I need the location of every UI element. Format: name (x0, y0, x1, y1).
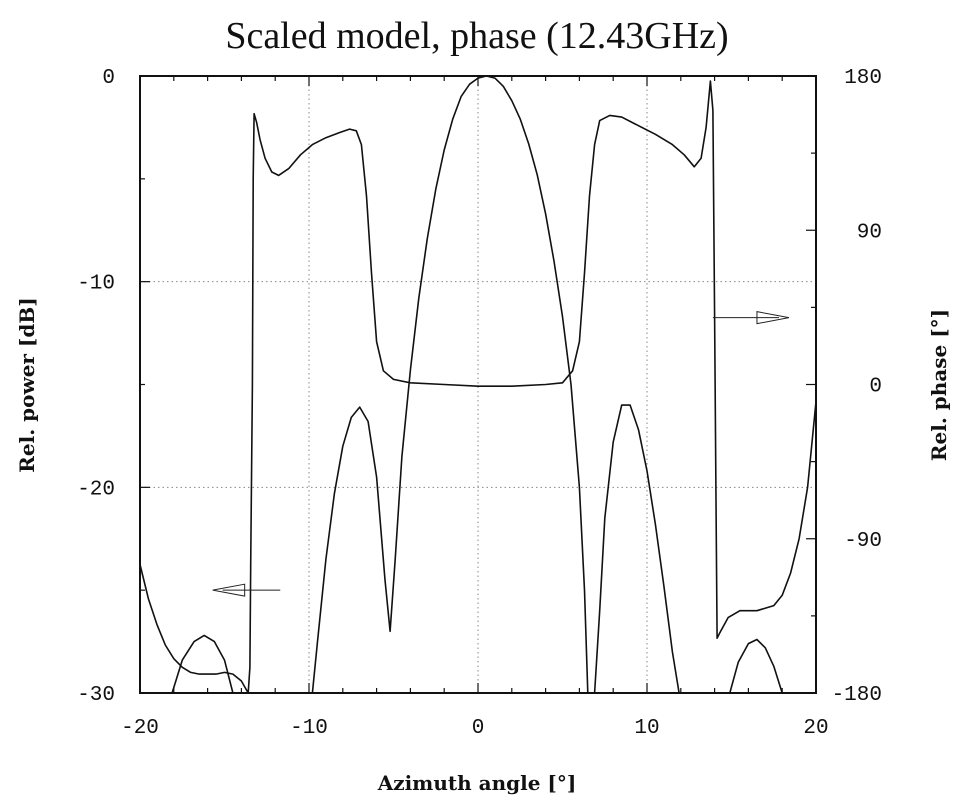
power-curve (593, 404, 680, 694)
left-y-axis-label: Rel. power [dB] (15, 297, 39, 472)
left-tick-label: -30 (77, 684, 115, 707)
arrow-right-icon (712, 311, 790, 325)
x-tick-label: -10 (290, 717, 328, 740)
plot-frame (139, 75, 817, 694)
annotations (212, 311, 790, 597)
x-tick-label: 20 (803, 717, 828, 740)
right-tick-label: 90 (857, 221, 882, 244)
arrow-head (756, 311, 790, 325)
arrow-left-icon (212, 583, 281, 597)
x-tick-label: 0 (472, 717, 485, 740)
right-tick-label: -180 (832, 684, 882, 707)
left-tick-label: 0 (102, 67, 115, 90)
power-curve (729, 638, 783, 694)
right-tick-labels: 180 90 0 -90 -180 (832, 67, 882, 707)
phase-curve (139, 80, 817, 694)
power-curve (171, 634, 234, 694)
power-curve (311, 75, 589, 694)
x-tick-label: -20 (121, 717, 159, 740)
right-tick-label: 180 (844, 67, 882, 90)
plot-area (139, 75, 817, 694)
x-axis-label: Azimuth angle [°] (377, 771, 577, 795)
left-tick-label: -10 (77, 273, 115, 296)
chart-title: Scaled model, phase (12.43GHz) (225, 15, 728, 57)
right-tick-label: -90 (844, 530, 882, 553)
x-tick-label: 10 (634, 717, 659, 740)
arrow-head (212, 583, 246, 597)
left-tick-labels: 0 -10 -20 -30 (77, 67, 115, 707)
right-tick-label: 0 (869, 376, 882, 399)
left-tick-label: -20 (77, 478, 115, 501)
x-tick-labels: -20 -10 0 10 20 (121, 717, 829, 740)
right-y-axis-label: Rel. phase [°] (927, 309, 951, 461)
